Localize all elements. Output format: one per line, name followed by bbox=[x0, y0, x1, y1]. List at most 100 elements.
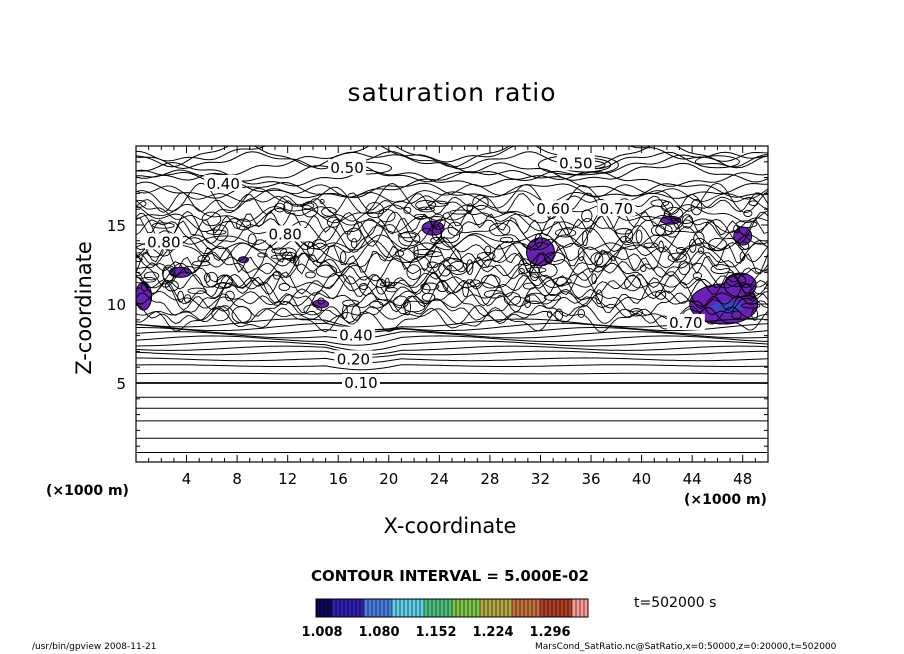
contour-loop bbox=[664, 221, 680, 238]
contour-loop bbox=[554, 228, 577, 238]
contour-line bbox=[136, 204, 768, 234]
colorbar-cell bbox=[544, 599, 548, 617]
contour-loop bbox=[643, 242, 659, 248]
colorbar-cell bbox=[504, 599, 508, 617]
contour-loop bbox=[448, 260, 468, 276]
contour-loop bbox=[385, 287, 398, 293]
colorbar-cell bbox=[532, 599, 536, 617]
colorbar-cell bbox=[360, 599, 364, 617]
contour-line bbox=[136, 275, 768, 314]
contour-loop bbox=[177, 290, 184, 303]
contour-loop bbox=[697, 246, 705, 254]
contour-loop bbox=[577, 308, 585, 318]
contour-loop bbox=[203, 272, 211, 283]
contour-label-bg bbox=[144, 233, 183, 250]
contour-label-bg bbox=[597, 200, 636, 217]
contour-loop bbox=[403, 206, 412, 214]
colorbar-cell bbox=[416, 599, 420, 617]
contour-loop bbox=[594, 252, 604, 266]
contour-loop bbox=[543, 294, 561, 301]
colorbar-cell bbox=[552, 599, 556, 617]
contour-loop bbox=[554, 308, 564, 321]
colorbar-cell bbox=[340, 599, 344, 617]
contour-loop bbox=[743, 209, 753, 217]
x-tick-label: 48 bbox=[733, 470, 752, 488]
contour-loop bbox=[187, 287, 207, 295]
x-tick-label: 12 bbox=[278, 470, 297, 488]
colorbar-cell bbox=[372, 599, 376, 617]
contour-loop bbox=[462, 281, 469, 298]
contour-loop bbox=[136, 199, 147, 208]
contour-label-bg bbox=[336, 326, 375, 343]
colorbar-cell bbox=[524, 599, 528, 617]
colorbar-cell bbox=[368, 599, 372, 617]
colorbar-cell bbox=[408, 599, 412, 617]
contour-loop bbox=[466, 259, 474, 275]
contour-loop bbox=[426, 261, 439, 269]
contour-line bbox=[136, 250, 768, 289]
x-axis-unit: (×1000 m) bbox=[684, 492, 767, 508]
colorbar-cell bbox=[412, 599, 416, 617]
contour-line bbox=[136, 182, 768, 215]
contour-loop bbox=[526, 266, 547, 274]
contour-loop bbox=[340, 250, 347, 264]
contour-labels: 0.10 0.20 0.40 0.50 0.50 0.40 0.80 0.80 0.60 0.70… bbox=[144, 154, 705, 392]
contour-loop bbox=[577, 246, 585, 262]
contour-label-bg bbox=[341, 374, 380, 390]
contour-line bbox=[136, 146, 768, 168]
contour-loop bbox=[398, 231, 421, 247]
contour-loop bbox=[524, 295, 531, 303]
contour-loop bbox=[235, 218, 252, 231]
contour-loop bbox=[466, 203, 474, 213]
contour-loop bbox=[663, 206, 684, 221]
contour-loop bbox=[739, 251, 746, 262]
contour-label-bg bbox=[556, 154, 595, 171]
y-axis-unit: (×1000 m) bbox=[46, 483, 129, 499]
contour-line bbox=[136, 327, 768, 335]
contour-label: 0.70 bbox=[669, 314, 702, 332]
x-axis-label: X-coordinate bbox=[383, 514, 517, 538]
contour-loop bbox=[731, 310, 742, 320]
contour-loop bbox=[425, 251, 443, 258]
contour-loop bbox=[534, 233, 543, 248]
contour-loop bbox=[369, 300, 384, 309]
colorbar-border bbox=[315, 598, 589, 618]
contour-loop bbox=[231, 306, 252, 324]
colorbar-cell bbox=[440, 599, 444, 617]
contour-line bbox=[136, 146, 768, 163]
contour-label: 0.60 bbox=[536, 200, 569, 218]
contour-loop bbox=[351, 305, 361, 321]
colorbar-cell bbox=[328, 599, 332, 617]
contour-loop bbox=[140, 282, 149, 292]
contour-loop bbox=[162, 266, 174, 284]
contour-loop bbox=[404, 299, 412, 316]
colorbar-cell bbox=[488, 599, 492, 617]
contour-loop bbox=[489, 222, 511, 237]
contour-loop bbox=[518, 268, 525, 275]
contour-loop bbox=[303, 304, 323, 316]
contour-loop bbox=[211, 305, 230, 322]
contour-loop bbox=[590, 251, 613, 267]
contour-loop bbox=[476, 251, 496, 261]
contour-loop bbox=[164, 280, 179, 292]
contour-loop bbox=[257, 252, 268, 258]
contour-loop bbox=[346, 227, 362, 243]
contour-loop bbox=[635, 229, 643, 244]
contour-loop bbox=[748, 292, 756, 298]
contour-loop bbox=[624, 229, 634, 244]
colorbar-cell bbox=[528, 599, 532, 617]
contour-loop bbox=[694, 155, 740, 169]
colorbar-cell bbox=[380, 599, 384, 617]
contour-loop bbox=[197, 254, 210, 263]
contour-label: 0.10 bbox=[344, 374, 377, 392]
colorbar-cell bbox=[420, 599, 424, 617]
y-tick-label: 5 bbox=[116, 375, 126, 393]
contour-line bbox=[136, 322, 768, 332]
contour-loop bbox=[319, 198, 325, 205]
contour-loop bbox=[447, 221, 463, 236]
contour-loop bbox=[499, 236, 514, 243]
colorbar-cell bbox=[392, 599, 396, 617]
colorbar-cell bbox=[536, 599, 540, 617]
contour-loop bbox=[278, 283, 291, 291]
colorbar-cell bbox=[492, 599, 496, 617]
